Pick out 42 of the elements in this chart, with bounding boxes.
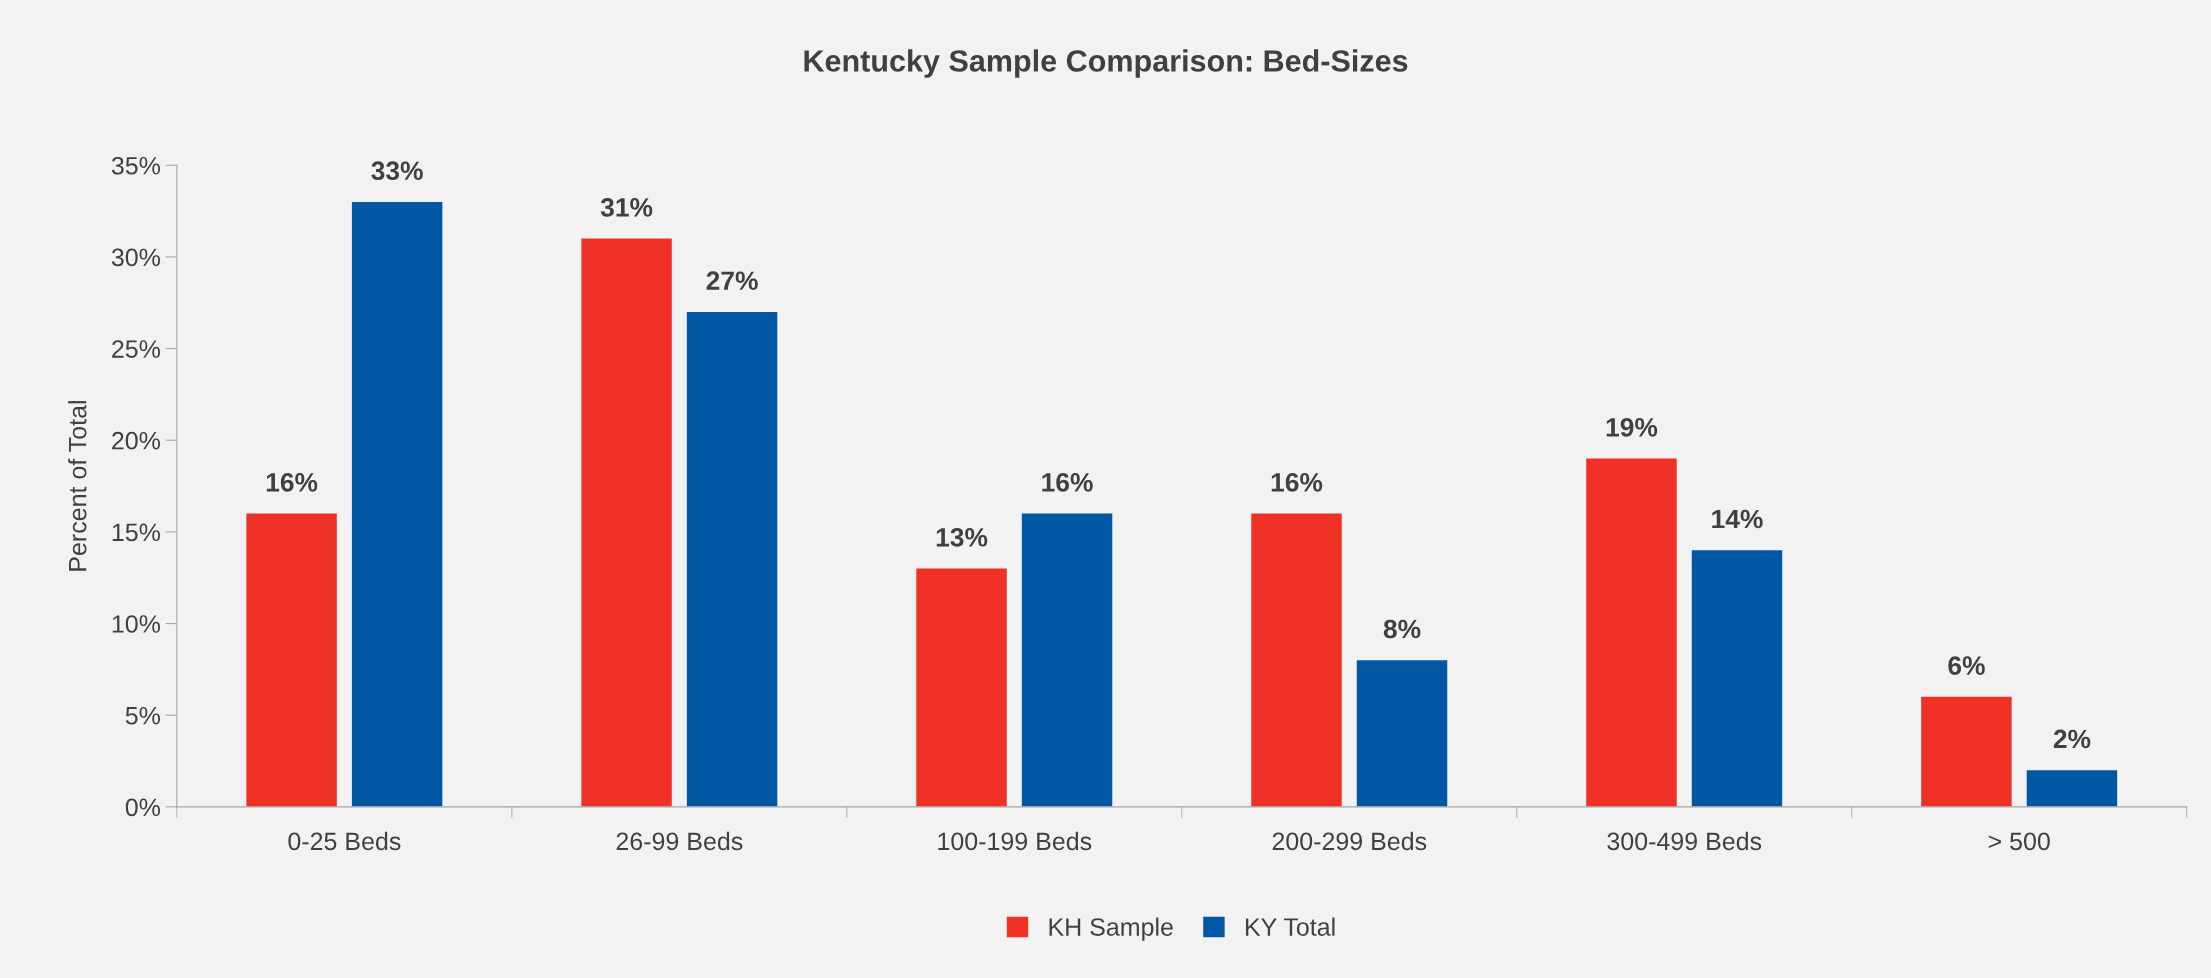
bar	[1921, 696, 2012, 807]
y-axis-title: Percent of Total	[68, 401, 87, 571]
x-tick-label: 26-99 Beds	[616, 831, 743, 851]
x-tick-label: > 500	[1988, 832, 2050, 851]
data-label: 8%	[1383, 619, 1421, 639]
bar	[581, 238, 672, 807]
data-label: 16%	[1042, 472, 1093, 492]
bar	[1251, 513, 1342, 807]
data-label: 19%	[1606, 418, 1658, 437]
bar	[686, 311, 778, 807]
bar	[351, 201, 443, 807]
data-label: 31%	[600, 198, 653, 217]
chart-title: Kentucky Sample Comparison: Bed-Sizes	[804, 49, 1408, 78]
bar	[2026, 770, 2118, 807]
data-label: 14%	[1712, 509, 1763, 529]
y-tick-label: 0%	[125, 798, 161, 817]
x-tick-label: 300-499 Beds	[1607, 831, 1762, 851]
y-tick-label: 20%	[112, 431, 161, 450]
legend-label: KY Total	[1245, 917, 1335, 936]
x-tick-label: 200-299 Beds	[1272, 831, 1427, 851]
y-tick-label: 10%	[112, 615, 161, 633]
legend-label: KH Sample	[1049, 917, 1173, 941]
y-tick-label: 15%	[112, 523, 161, 542]
bar	[1586, 458, 1677, 807]
x-tick-label: 100-199 Beds	[938, 831, 1092, 851]
data-label: 16%	[1271, 472, 1323, 492]
bar	[1356, 660, 1448, 807]
data-label: 13%	[936, 527, 988, 547]
bar	[1691, 550, 1783, 807]
y-tick-label: 30%	[111, 248, 161, 267]
bar	[1021, 513, 1113, 807]
data-label: 27%	[706, 271, 758, 290]
y-tick-label: 25%	[112, 340, 161, 358]
data-label: 33%	[371, 161, 423, 181]
data-label: 2%	[2053, 729, 2091, 749]
bar	[916, 568, 1007, 807]
data-label: 16%	[266, 472, 318, 492]
data-label: 6%	[1948, 656, 1985, 675]
y-tick-label: 35%	[111, 156, 161, 175]
y-tick-label: 5%	[125, 706, 161, 725]
x-tick-label: 0-25 Beds	[288, 831, 401, 851]
bar	[246, 513, 337, 807]
